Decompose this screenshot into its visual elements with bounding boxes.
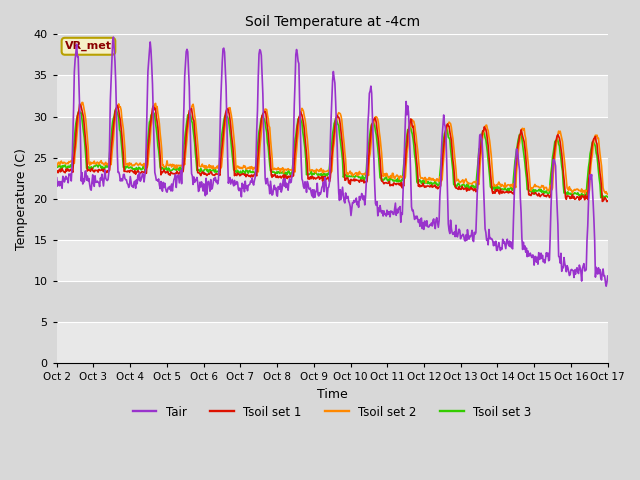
Bar — [57, 117, 608, 158]
Text: VR_met: VR_met — [65, 41, 112, 51]
Title: Soil Temperature at -4cm: Soil Temperature at -4cm — [244, 15, 420, 29]
Bar — [57, 75, 608, 117]
Bar — [57, 158, 608, 199]
Bar — [57, 281, 608, 322]
Legend: Tair, Tsoil set 1, Tsoil set 2, Tsoil set 3: Tair, Tsoil set 1, Tsoil set 2, Tsoil se… — [128, 401, 536, 423]
Bar — [57, 35, 608, 75]
X-axis label: Time: Time — [317, 388, 348, 401]
Bar — [57, 199, 608, 240]
Y-axis label: Temperature (C): Temperature (C) — [15, 148, 28, 250]
Bar — [57, 322, 608, 363]
Bar — [57, 240, 608, 281]
